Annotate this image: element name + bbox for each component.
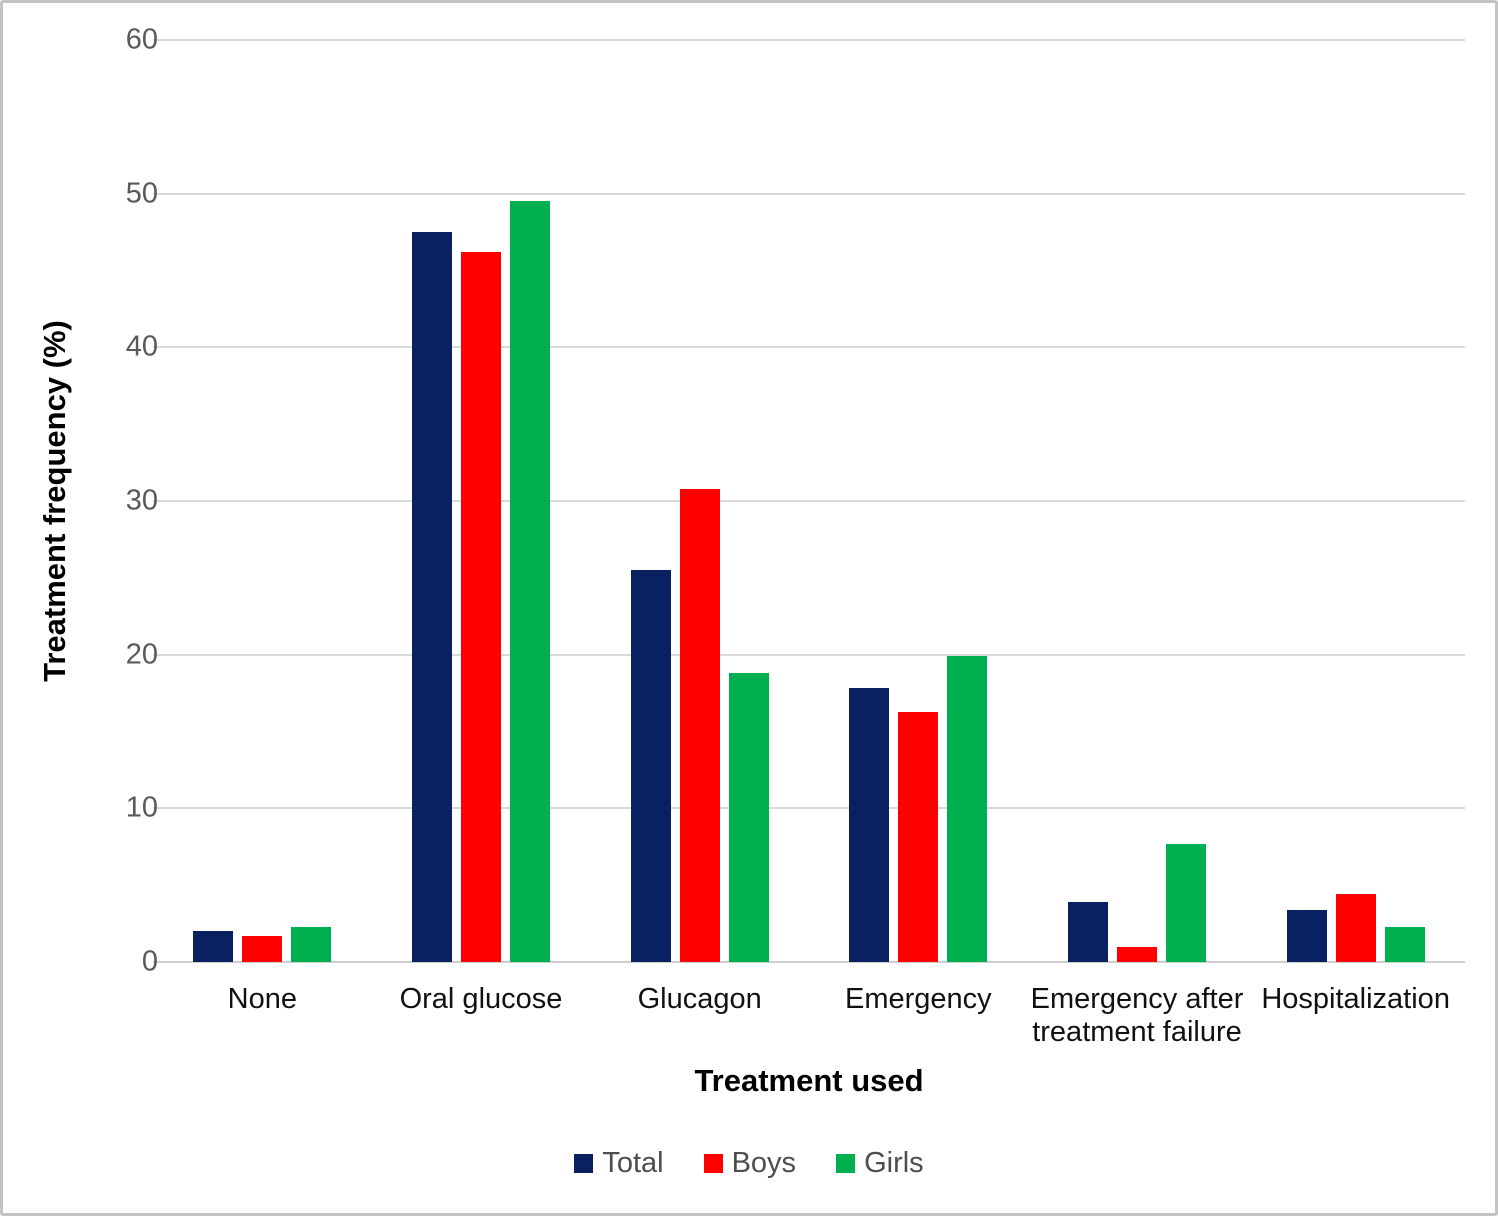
bar-group-glucagon	[630, 488, 769, 962]
x-category-label-emergency-after-treatment-failure: Emergency after treatment failure	[1030, 983, 1244, 1049]
plot-area	[153, 39, 1465, 963]
y-tick-label-30: 30	[125, 484, 158, 517]
bar-group-oral-glucose	[412, 201, 550, 962]
bar-boys-emergency-after-treatment-failure	[1117, 946, 1157, 962]
bar-boys-hospitalization	[1335, 894, 1376, 962]
bar-boys-oral-glucose	[461, 252, 501, 962]
bar-girls-emergency	[947, 656, 988, 962]
y-tick-label-40: 40	[125, 330, 158, 363]
gridline-20	[153, 653, 1465, 656]
bar-boys-emergency	[898, 711, 939, 962]
y-tick-label-50: 50	[125, 177, 158, 210]
legend-label-boys: Boys	[731, 1147, 797, 1179]
bar-girls-glucagon	[728, 673, 769, 962]
y-tick-label-20: 20	[125, 638, 158, 671]
legend-item-boys: Boys	[703, 1147, 797, 1179]
gridline-30	[153, 500, 1465, 502]
bar-girls-hospitalization	[1384, 926, 1425, 962]
bar-boys-none	[242, 935, 283, 962]
bar-girls-emergency-after-treatment-failure	[1166, 843, 1206, 962]
legend-swatch-total-icon	[574, 1154, 594, 1173]
gridline-10	[153, 807, 1465, 810]
bar-girls-oral-glucose	[510, 201, 550, 962]
gridline-50	[153, 192, 1465, 195]
legend-label-girls: Girls	[864, 1147, 924, 1179]
y-tick-label-10: 10	[125, 791, 158, 824]
bar-total-oral-glucose	[412, 232, 452, 962]
legend-item-total: Total	[574, 1147, 664, 1179]
bar-group-hospitalization	[1286, 894, 1425, 962]
x-category-label-none: None	[227, 983, 297, 1015]
legend-label-total: Total	[602, 1147, 664, 1179]
bar-total-hospitalization	[1286, 909, 1327, 962]
bar-total-emergency-after-treatment-failure	[1068, 902, 1108, 962]
bar-total-glucagon	[630, 570, 671, 962]
legend-swatch-boys-icon	[703, 1154, 723, 1173]
x-axis-title: Treatment used	[694, 1063, 924, 1098]
legend-swatch-girls-icon	[836, 1154, 856, 1173]
x-category-label-hospitalization: Hospitalization	[1261, 983, 1450, 1015]
x-axis-line	[153, 961, 1465, 963]
bar-group-none	[193, 926, 332, 962]
gridline-40	[153, 346, 1465, 349]
x-category-label-oral-glucose: Oral glucose	[399, 983, 563, 1015]
bar-total-emergency	[849, 688, 890, 962]
bar-boys-glucagon	[679, 488, 720, 962]
bar-group-emergency-after-treatment-failure	[1068, 843, 1206, 962]
bar-girls-none	[291, 926, 332, 962]
y-tick-label-60: 60	[125, 23, 158, 56]
y-tick-label-0: 0	[141, 945, 158, 978]
x-category-label-emergency: Emergency	[844, 983, 992, 1015]
y-axis-title: Treatment frequency (%)	[37, 320, 72, 682]
bar-total-none	[193, 931, 234, 962]
legend: Total Boys Girls	[3, 1149, 1495, 1178]
bar-group-emergency	[849, 656, 988, 962]
legend-item-girls: Girls	[836, 1149, 924, 1178]
gridline-60	[153, 39, 1465, 41]
x-category-label-glucagon: Glucagon	[637, 983, 762, 1015]
